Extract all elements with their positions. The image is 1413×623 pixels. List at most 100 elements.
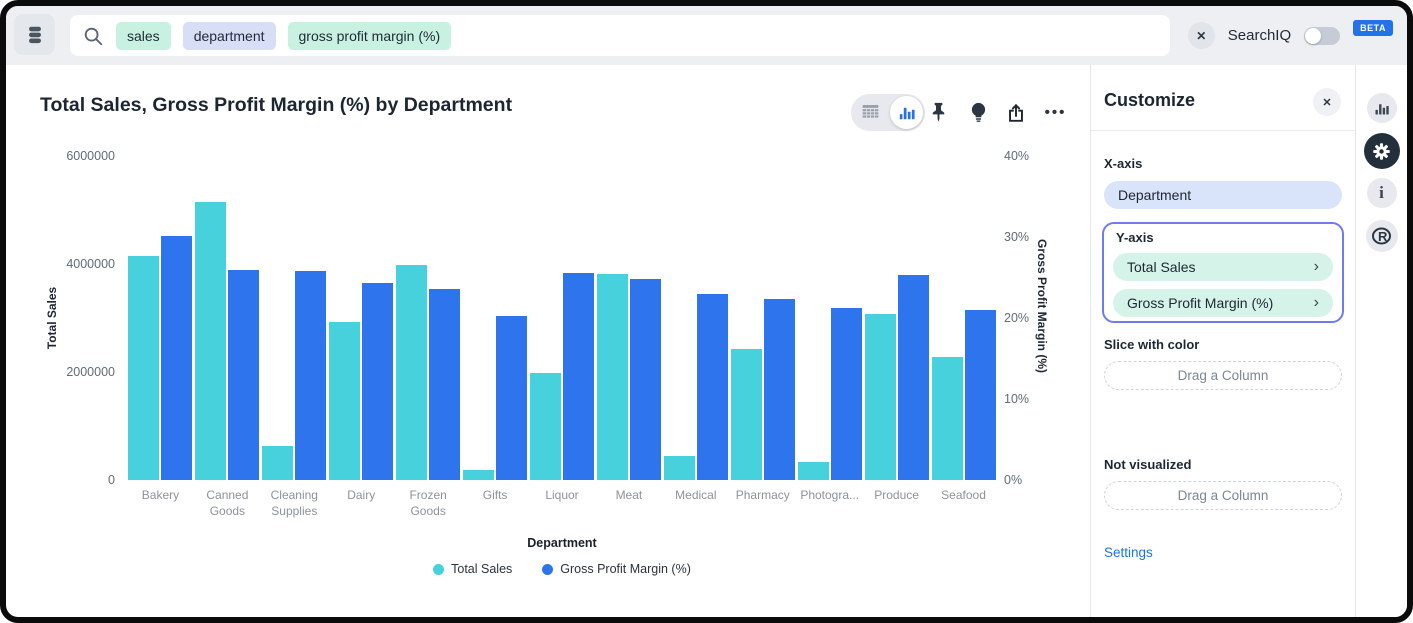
right-axis-tick: 20% xyxy=(1004,311,1030,325)
search-token[interactable]: department xyxy=(182,21,276,50)
searchiq-toggle[interactable] xyxy=(1304,26,1341,45)
settings-link[interactable]: Settings xyxy=(1104,545,1153,560)
x-axis-label: X-axis xyxy=(1104,156,1143,171)
beta-badge: BETA xyxy=(1353,19,1393,36)
bar-group xyxy=(462,156,529,480)
table-view-icon[interactable] xyxy=(860,101,881,127)
chart-legend: Total Sales Gross Profit Margin (%) xyxy=(127,562,997,576)
drop-zone-placeholder: Drag a Column xyxy=(1177,488,1269,503)
bar-group xyxy=(796,156,863,480)
bar-gross-profit-margin[interactable] xyxy=(562,273,594,480)
right-axis-title: Gross Profit Margin (%) xyxy=(1035,238,1049,374)
x-axis-category-label: Frozen Goods xyxy=(409,488,447,518)
database-icon xyxy=(28,26,41,43)
bar-total-sales[interactable] xyxy=(797,461,829,480)
x-axis-category-label: Photogra... xyxy=(800,488,860,502)
chart-view-selected[interactable] xyxy=(890,96,923,129)
legend-item[interactable]: Total Sales xyxy=(433,562,512,576)
configure-button-active[interactable] xyxy=(1363,133,1400,169)
bar-total-sales[interactable] xyxy=(329,322,361,480)
bar-gross-profit-margin[interactable] xyxy=(362,283,394,480)
x-axis-category-label: Canned Goods xyxy=(206,488,249,518)
slice-with-color-label: Slice with color xyxy=(1104,337,1200,352)
bar-group xyxy=(863,156,930,480)
customize-panel: Customize ✕ X-axis Department Y-axis Tot… xyxy=(1091,65,1355,617)
bar-total-sales[interactable] xyxy=(663,455,695,480)
bar-group xyxy=(328,156,395,480)
bar-total-sales[interactable] xyxy=(396,265,428,480)
x-axis-category-label: Meat xyxy=(615,488,643,502)
top-bar: sales department gross profit margin (%) ✕… xyxy=(6,6,1407,65)
x-axis-section: X-axis Department xyxy=(1104,156,1342,209)
searchiq-label: SearchIQ xyxy=(1227,27,1292,44)
bar-group xyxy=(194,156,261,480)
r-analysis-button[interactable]: R xyxy=(1365,220,1398,252)
search-input[interactable]: sales department gross profit margin (%) xyxy=(70,15,1170,56)
not-visualized-drop-zone[interactable]: Drag a Column xyxy=(1104,481,1342,510)
pin-button[interactable] xyxy=(920,94,957,131)
bar-group xyxy=(127,156,194,480)
bar-gross-profit-margin[interactable] xyxy=(295,271,327,480)
bar-total-sales[interactable] xyxy=(529,372,561,480)
left-axis-title: Total Sales xyxy=(45,286,59,350)
bar-group xyxy=(930,156,997,480)
bar-gross-profit-margin[interactable] xyxy=(964,309,996,480)
chart-options-button[interactable] xyxy=(1366,93,1397,123)
bar-total-sales[interactable] xyxy=(864,314,896,480)
topbar-right-cluster: ✕ SearchIQ BETA xyxy=(1187,6,1393,65)
bar-gross-profit-margin[interactable] xyxy=(696,293,728,480)
bar-gross-profit-margin[interactable] xyxy=(496,315,528,480)
ellipsis-icon: ••• xyxy=(1044,104,1067,121)
search-token[interactable]: gross profit margin (%) xyxy=(287,21,452,50)
bar-gross-profit-margin[interactable] xyxy=(763,299,795,480)
bar-total-sales[interactable] xyxy=(262,445,294,480)
bar-total-sales[interactable] xyxy=(195,201,227,480)
r-logo-icon: R xyxy=(1371,227,1391,245)
bar-group xyxy=(662,156,729,480)
bar-gross-profit-margin[interactable] xyxy=(897,275,929,480)
legend-dot xyxy=(433,563,445,575)
svg-text:R: R xyxy=(1378,229,1388,244)
left-axis-tick: 2000000 xyxy=(66,365,115,379)
bar-gross-profit-margin[interactable] xyxy=(228,270,260,480)
pin-icon xyxy=(932,102,945,122)
slice-color-drop-zone[interactable]: Drag a Column xyxy=(1104,361,1342,390)
bar-gross-profit-margin[interactable] xyxy=(161,236,193,480)
share-button[interactable] xyxy=(997,94,1034,131)
search-token[interactable]: sales xyxy=(116,21,171,50)
bar-group xyxy=(261,156,328,480)
x-axis-category-label: Cleaning Supplies xyxy=(270,488,318,518)
x-axis-category-label: Bakery xyxy=(141,488,180,502)
clear-search-button[interactable]: ✕ xyxy=(1187,22,1215,49)
bar-gross-profit-margin[interactable] xyxy=(629,279,661,480)
data-source-button[interactable] xyxy=(14,14,55,55)
insights-button[interactable] xyxy=(960,94,997,131)
y-axis-column-pill[interactable]: Gross Profit Margin (%) › xyxy=(1113,289,1333,317)
y-axis-label: Y-axis xyxy=(1116,230,1154,245)
bar-chart-plot xyxy=(127,156,997,480)
y-axis-column-pill[interactable]: Total Sales › xyxy=(1113,253,1333,281)
info-button[interactable]: i xyxy=(1366,178,1397,208)
right-axis-tick: 30% xyxy=(1004,230,1030,244)
close-panel-button[interactable]: ✕ xyxy=(1313,88,1341,116)
y-axis-column-name: Gross Profit Margin (%) xyxy=(1127,295,1274,311)
slice-with-color-section: Slice with color Drag a Column xyxy=(1104,337,1342,390)
x-axis-category-label: Liquor xyxy=(545,488,579,502)
legend-item[interactable]: Gross Profit Margin (%) xyxy=(542,562,691,576)
chevron-right-icon: › xyxy=(1313,294,1319,311)
x-axis-category-label: Medical xyxy=(675,488,717,502)
bar-gross-profit-margin[interactable] xyxy=(429,288,461,480)
more-options-button[interactable]: ••• xyxy=(1037,94,1074,131)
bar-total-sales[interactable] xyxy=(596,274,628,480)
bar-total-sales[interactable] xyxy=(463,469,495,480)
bar-total-sales[interactable] xyxy=(730,349,762,480)
right-icon-strip: i R xyxy=(1356,65,1407,617)
close-icon: ✕ xyxy=(1196,28,1207,43)
x-axis-column-pill[interactable]: Department xyxy=(1104,181,1342,209)
info-icon: i xyxy=(1379,183,1384,202)
bar-total-sales[interactable] xyxy=(128,256,160,480)
bar-gross-profit-margin[interactable] xyxy=(830,308,862,480)
view-toggle[interactable] xyxy=(851,94,925,131)
bar-group xyxy=(529,156,596,480)
bar-total-sales[interactable] xyxy=(931,357,963,480)
